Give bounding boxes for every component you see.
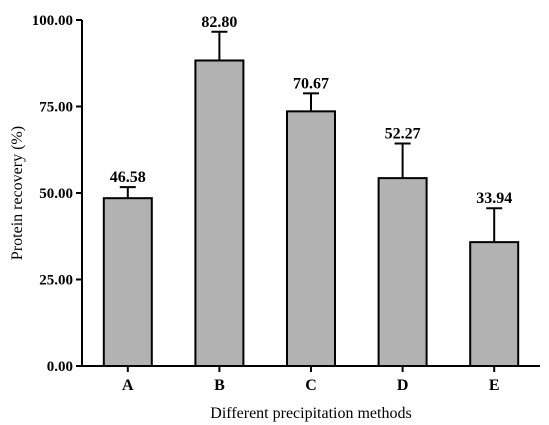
x-tick-label-E: E	[489, 377, 500, 394]
bar-E	[469, 241, 520, 367]
bar-B	[194, 59, 245, 368]
bar-A	[102, 197, 153, 367]
data-labels: 46.58 82.80 70.67 52.27 33.94	[110, 14, 512, 207]
y-tick-label: 0.00	[47, 359, 73, 375]
error-bars	[119, 30, 503, 243]
bars	[102, 59, 520, 368]
data-label-C: 70.67	[293, 75, 329, 92]
x-tick-label-D: D	[397, 377, 409, 394]
x-tick-label-B: B	[214, 377, 225, 394]
x-tick-label-A: A	[122, 377, 134, 394]
y-axis-ticks: 0.00 25.00 50.00 75.00 100.00	[32, 13, 82, 375]
bar-D	[377, 177, 428, 367]
data-label-A: 46.58	[110, 169, 146, 186]
x-axis-ticks: A B C D E	[122, 366, 500, 394]
y-tick-label: 25.00	[39, 273, 73, 289]
data-label-D: 52.27	[385, 126, 421, 143]
x-axis-title: Different precipitation methods	[210, 405, 411, 422]
y-tick-label: 75.00	[39, 100, 73, 116]
y-tick-label: 50.00	[39, 186, 73, 202]
data-label-E: 33.94	[476, 190, 512, 207]
y-axis-title: Protein recovery (%)	[9, 126, 26, 260]
data-label-B: 82.80	[201, 14, 237, 31]
y-tick-label: 100.00	[32, 13, 73, 29]
bar-C	[286, 110, 336, 368]
x-tick-label-C: C	[305, 377, 317, 394]
